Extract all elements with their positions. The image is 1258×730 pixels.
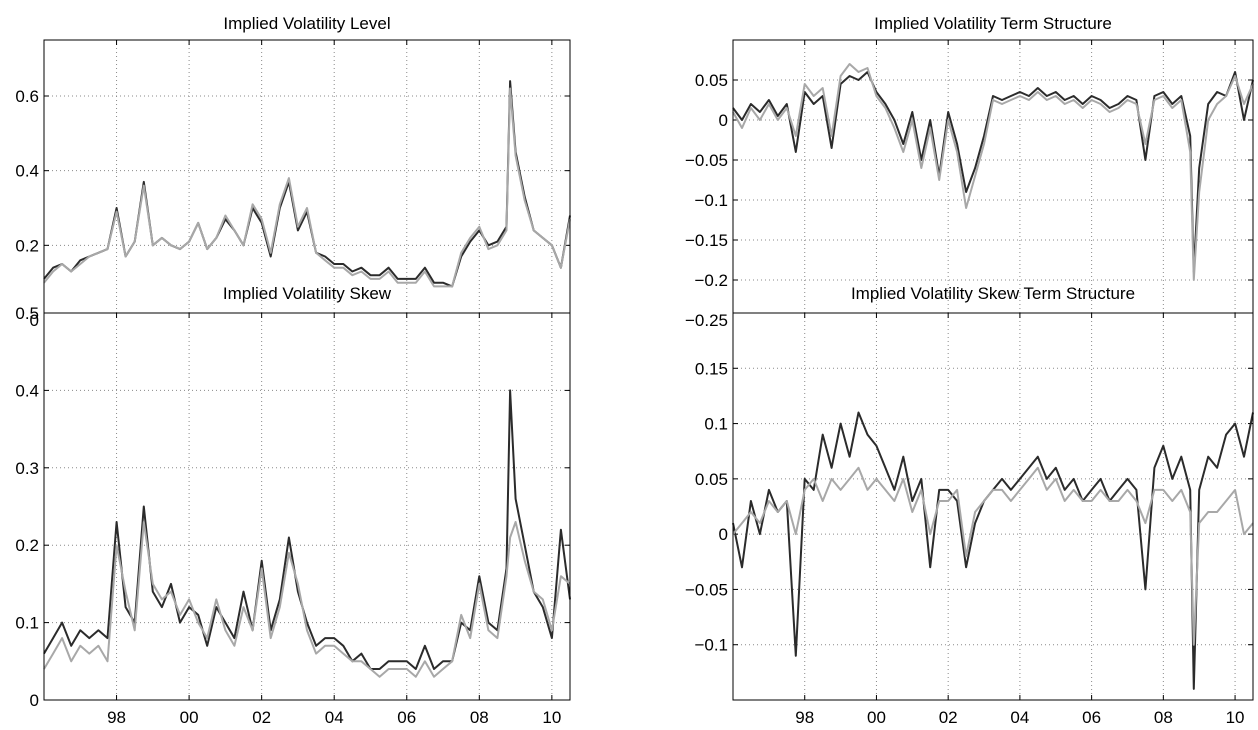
plot-area: [43, 312, 571, 701]
x-tick-label: 08: [470, 708, 489, 727]
y-tick-label: 0.2: [15, 536, 39, 555]
y-tick-label: −0.05: [685, 580, 728, 599]
chart-title: Implied Volatility Level: [223, 14, 390, 33]
y-tick-label: −0.1: [694, 191, 728, 210]
x-tick-label: 04: [1010, 708, 1029, 727]
y-tick-label: −0.05: [685, 151, 728, 170]
chart-panel-implied-volatility-skew-term-structure: 98 00 02 04 06 08 10 −0.1 −0.05 0 0.05 0.1 0.15 Impli…: [685, 284, 1254, 727]
x-tick-label: 06: [1082, 708, 1101, 727]
series-line-2: [732, 466, 1254, 646]
y-tick-label: 0.1: [704, 415, 728, 434]
plot-area: [43, 39, 571, 321]
y-tick-label: 0.5: [15, 304, 39, 323]
y-tick-label: 0: [719, 111, 728, 130]
chart-panel-implied-volatility-term-structure: 98000204060810−0.25−0.2−0.15−0.1−0.0500.…: [685, 14, 1254, 347]
plot-frame: [732, 312, 1254, 701]
x-tick-label: 10: [1226, 708, 1245, 727]
series-line-1: [732, 411, 1254, 690]
plot-frame: [43, 312, 571, 701]
y-tick-label: 0.6: [15, 87, 39, 106]
y-tick-label: 0.05: [695, 71, 728, 90]
y-tick-label: 0.4: [15, 162, 39, 181]
y-tick-label: −0.2: [694, 271, 728, 290]
x-tick-label: 10: [542, 708, 561, 727]
y-tick-label: 0.2: [15, 236, 39, 255]
y-tick-label: −0.15: [685, 231, 728, 250]
x-tick-label: 06: [397, 708, 416, 727]
y-tick-label: 0: [30, 691, 39, 710]
y-tick-label: 0.3: [15, 459, 39, 478]
x-tick-label: 00: [867, 708, 886, 727]
y-tick-label: −0.1: [694, 636, 728, 655]
y-tick-label: 0.4: [15, 381, 39, 400]
y-tick-label: 0.05: [695, 470, 728, 489]
series-line-2: [43, 521, 571, 678]
y-tick-label: 0: [719, 525, 728, 544]
chart-title: Implied Volatility Skew Term Structure: [851, 284, 1135, 303]
y-tick-label: 0: [30, 311, 39, 330]
x-tick-label: 98: [795, 708, 814, 727]
x-tick-label: 98: [107, 708, 126, 727]
plot-area: [732, 39, 1254, 321]
y-tick-label: 0.15: [695, 359, 728, 378]
y-tick-label: 0.1: [15, 614, 39, 633]
x-tick-label: 00: [180, 708, 199, 727]
chart-title: Implied Volatility Skew: [223, 284, 392, 303]
x-tick-label: 02: [252, 708, 271, 727]
series-line-2: [732, 63, 1254, 281]
series-line-1: [732, 71, 1254, 273]
plot-area: [732, 312, 1254, 701]
series-line-2: [43, 87, 571, 288]
chart-panel-implied-volatility-skew: 98 00 02 04 06 08 10 0 0.1 0.2 0.3 0.4 0.5 Implied Vo…: [15, 284, 571, 727]
x-tick-label: 02: [939, 708, 958, 727]
x-tick-label: 04: [325, 708, 344, 727]
y-tick-label: −0.25: [685, 311, 728, 330]
chart-title: Implied Volatility Term Structure: [874, 14, 1112, 33]
x-tick-label: 08: [1154, 708, 1173, 727]
